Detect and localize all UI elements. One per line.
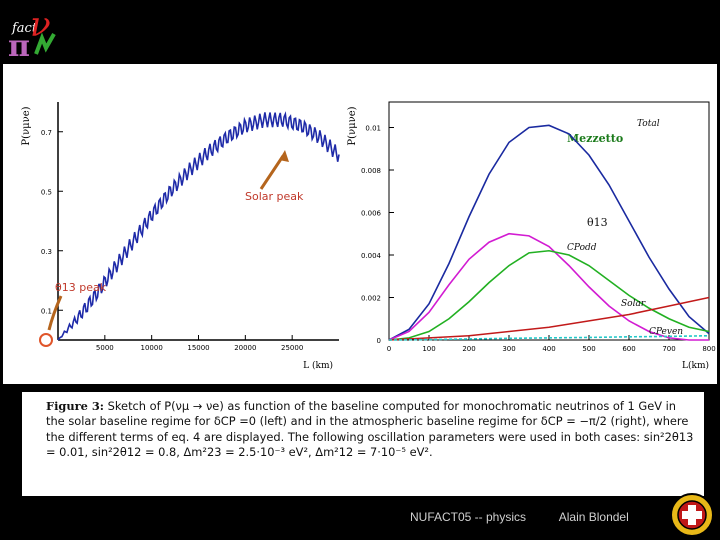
theta13-peak-annotation: θ13 peak <box>55 281 107 294</box>
right-x-tick-label: 600 <box>622 345 635 353</box>
left-x-tick-label: 15000 <box>187 344 209 352</box>
right-x-tick-label: 300 <box>502 345 515 353</box>
right-y-axis-label: P(νμνe) <box>347 106 358 145</box>
left-y-tick-label: 0.7 <box>41 129 52 137</box>
right-series-label-0: Total <box>637 119 660 129</box>
solar-peak-arrowhead <box>279 150 289 162</box>
left-y-axis-label: P(νμνe) <box>21 106 32 145</box>
left-y-tick-label: 0.1 <box>41 307 52 315</box>
right-y-tick-label: 0.004 <box>361 252 382 260</box>
geneva-seal-icon <box>670 493 714 537</box>
figure-caption: Figure 3: Sketch of P(νμ → νe) as functi… <box>22 392 704 496</box>
left-probability-line <box>57 111 340 341</box>
footer-text: NUFACT05 -- physics Alain Blondel <box>410 510 629 524</box>
nufact-logo: fact ν π <box>6 4 68 60</box>
solar-peak-annotation: Solar peak <box>245 190 304 203</box>
footer-author: Alain Blondel <box>558 510 629 524</box>
right-series-label-2: CPodd <box>567 243 597 253</box>
logo-pi-glyph: π <box>8 29 30 60</box>
left-x-tick-label: 25000 <box>281 344 303 352</box>
solar-peak-arrow <box>259 155 285 190</box>
footer-conference: NUFACT05 -- physics <box>410 510 527 524</box>
right-x-tick-label: 200 <box>462 345 475 353</box>
right-x-tick-label: 400 <box>542 345 555 353</box>
right-y-tick-label: 0.006 <box>361 210 382 218</box>
left-y-tick-label: 0.3 <box>41 248 52 256</box>
right-x-tick-label: 0 <box>387 345 391 353</box>
right-x-tick-label: 100 <box>422 345 435 353</box>
right-y-tick-label: 0.002 <box>361 295 381 303</box>
caption-figure-label: Figure 3: <box>46 399 105 413</box>
figure-author: Mezzetto <box>567 132 624 145</box>
caption-text: Sketch of P(νμ → νe) as function of the … <box>46 399 694 460</box>
left-x-tick-label: 20000 <box>234 344 256 352</box>
right-series-label-4: Solar <box>621 299 646 309</box>
right-y-tick-label: 0 <box>377 337 381 345</box>
right-series-line-5 <box>388 334 710 341</box>
logo-fact-text: fact <box>11 21 38 36</box>
figure-panel: Mezzetto 0.1 0.3 0.5 0.7 5000 10000 15000 20000… <box>3 64 717 384</box>
left-x-axis-label: L (km) <box>303 360 333 371</box>
right-plot-frame <box>388 101 710 341</box>
right-series-line-2 <box>388 232 709 341</box>
right-series-line-3 <box>388 249 710 341</box>
right-x-axis-label: L(km) <box>682 360 709 371</box>
logo-nu-glyph: ν <box>30 5 51 45</box>
left-y-tick-label: 0.5 <box>41 188 52 196</box>
right-x-tick-label: 500 <box>582 345 595 353</box>
right-y-tick-label: 0.01 <box>365 125 381 133</box>
right-series-label-5: CPeven <box>649 327 683 337</box>
logo-mu-glyph <box>34 32 56 55</box>
right-series-line-4 <box>388 296 710 341</box>
left-x-tick-label: 5000 <box>96 344 114 352</box>
right-x-tick-label: 700 <box>662 345 675 353</box>
right-series-line-0 <box>388 124 710 341</box>
theta13-peak-arrow <box>47 295 63 331</box>
right-y-tick-label: 0.008 <box>361 167 381 175</box>
left-x-tick-label: 10000 <box>141 344 163 352</box>
right-x-tick-label: 800 <box>702 345 715 353</box>
caption-paragraph: Figure 3: Sketch of P(νμ → νe) as functi… <box>22 392 704 461</box>
theta13-peak-marker <box>39 333 53 347</box>
right-series-label-1: θ13 <box>587 216 608 229</box>
